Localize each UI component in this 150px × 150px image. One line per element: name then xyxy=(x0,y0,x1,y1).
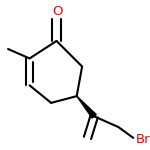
Text: O: O xyxy=(53,5,63,18)
Polygon shape xyxy=(77,96,96,118)
Text: Br: Br xyxy=(136,133,150,146)
